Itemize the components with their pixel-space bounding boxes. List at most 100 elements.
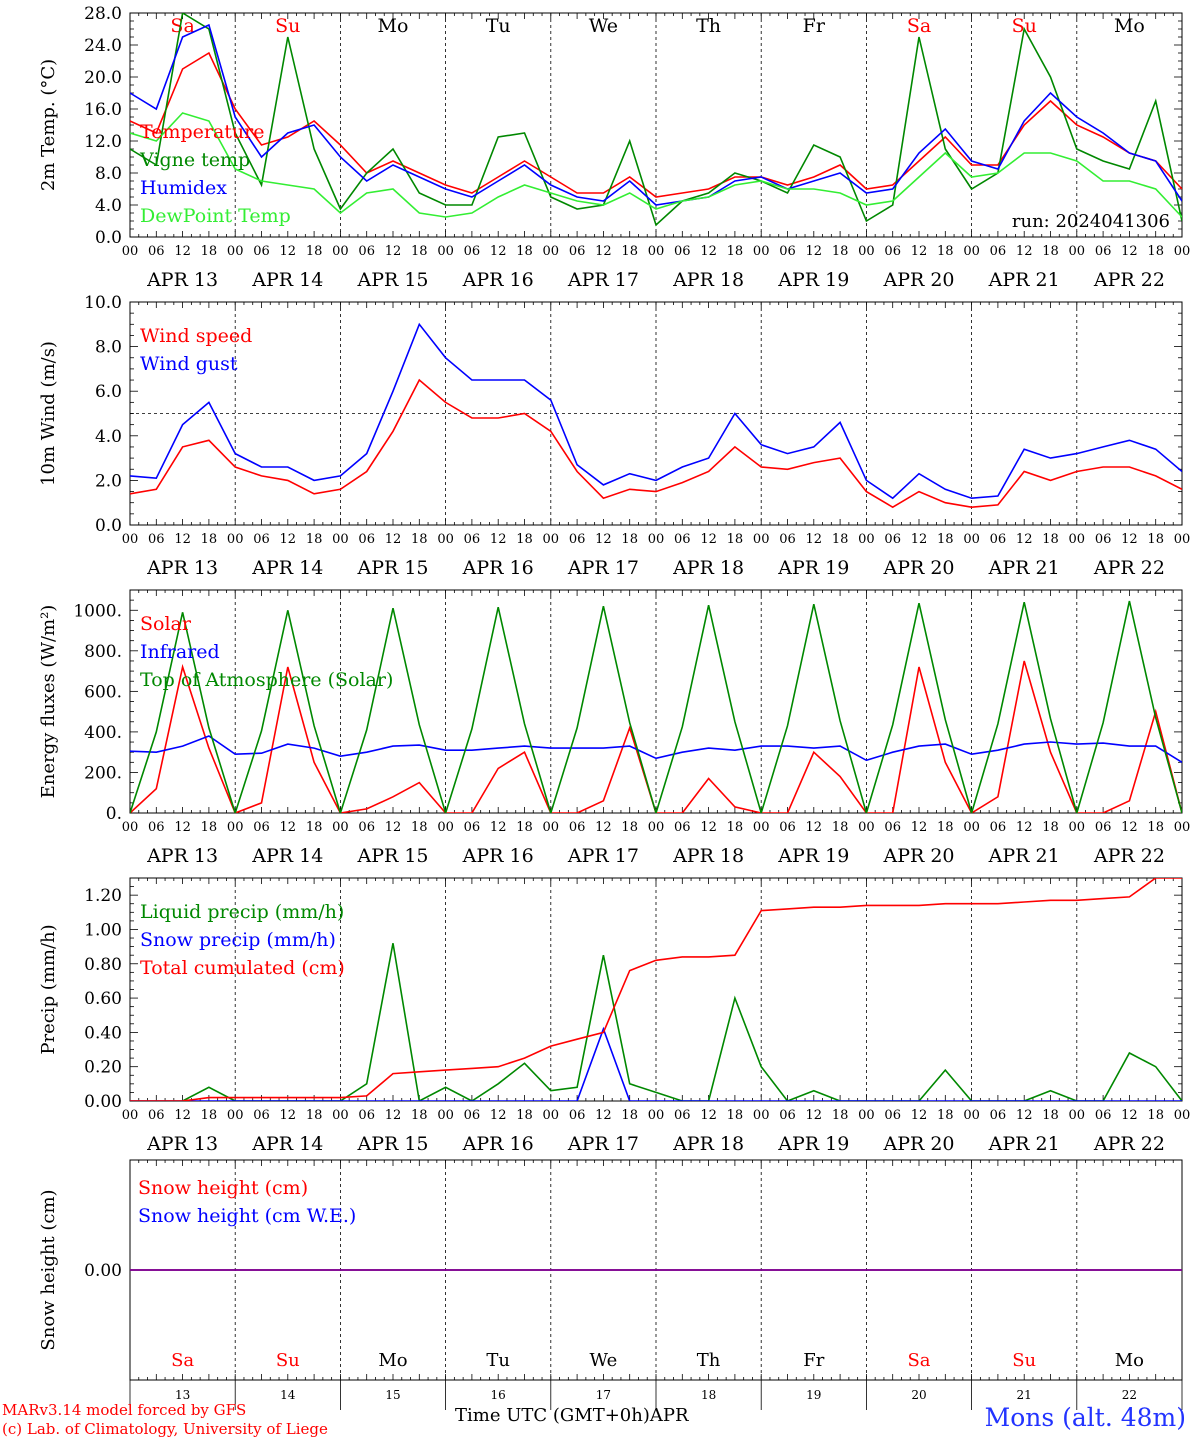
day-number-label: 21 xyxy=(1017,1388,1032,1402)
day-name-label: Sa xyxy=(170,15,194,37)
hour-tick-label: 12 xyxy=(1016,1108,1033,1123)
hour-tick-label: 00 xyxy=(332,1108,349,1123)
hour-tick-label: 18 xyxy=(727,1108,744,1123)
y-tick-label: 600. xyxy=(84,682,122,702)
day-name-label: Mo xyxy=(1114,15,1145,37)
y-tick-label: 0.0 xyxy=(95,228,122,248)
date-label: APR 14 xyxy=(251,845,323,867)
hour-tick-label: 18 xyxy=(937,1108,954,1123)
hour-tick-label: 12 xyxy=(1121,532,1138,547)
station-name: Mons (alt. 48m) xyxy=(984,1403,1186,1432)
hour-tick-label: 18 xyxy=(306,820,323,835)
hour-tick-label: 06 xyxy=(253,244,270,259)
day-number-label: 18 xyxy=(701,1388,716,1402)
hour-tick-label: 12 xyxy=(806,532,823,547)
hour-tick-label: 00 xyxy=(543,244,560,259)
date-label: APR 21 xyxy=(988,845,1060,867)
hour-tick-label: 18 xyxy=(411,244,428,259)
hour-tick-label: 06 xyxy=(779,532,796,547)
hour-tick-label: 06 xyxy=(1095,1108,1112,1123)
series-line xyxy=(130,600,1182,813)
hour-tick-label: 06 xyxy=(674,1108,691,1123)
hour-tick-label: 06 xyxy=(884,820,901,835)
hour-tick-label: 00 xyxy=(858,244,875,259)
date-label: APR 21 xyxy=(988,1133,1060,1155)
y-tick-label: 20.0 xyxy=(84,68,122,88)
panel-5: 0.00 Snow height (cm) Snow height (cm) Snow… xyxy=(38,1159,1183,1410)
hour-tick-label: 00 xyxy=(1174,1108,1191,1123)
hour-tick-label: 00 xyxy=(122,820,139,835)
y-tick-label: 24.0 xyxy=(84,36,122,56)
hour-tick-label: 12 xyxy=(280,1108,297,1123)
hour-tick-label: 00 xyxy=(753,532,770,547)
day-number-label: 15 xyxy=(385,1388,400,1402)
hour-tick-label: 06 xyxy=(358,532,375,547)
hour-tick-label: 06 xyxy=(148,1108,165,1123)
hour-tick-label: 12 xyxy=(595,532,612,547)
hour-tick-label: 06 xyxy=(464,532,481,547)
hour-tick-label: 06 xyxy=(990,1108,1007,1123)
hour-tick-label: 06 xyxy=(884,532,901,547)
date-label: APR 15 xyxy=(356,269,428,291)
hour-tick-label: 00 xyxy=(1174,532,1191,547)
hour-tick-label: 12 xyxy=(490,1108,507,1123)
hour-tick-label: 00 xyxy=(543,1108,560,1123)
hour-tick-label: 18 xyxy=(832,1108,849,1123)
hour-tick-label: 18 xyxy=(727,532,744,547)
series-line xyxy=(130,13,1182,227)
legend-entry: Infrared xyxy=(140,641,220,663)
legend-entry: DewPoint Temp xyxy=(140,205,291,227)
hour-tick-label: 00 xyxy=(1069,820,1086,835)
hour-tick-label: 18 xyxy=(937,820,954,835)
day-name-label: Th xyxy=(696,15,721,37)
plot-frame xyxy=(129,589,1183,814)
series-line xyxy=(130,112,1182,218)
hour-tick-label: 00 xyxy=(1069,244,1086,259)
y-tick-label: 0.00 xyxy=(84,1092,122,1112)
y-tick-label: 0.20 xyxy=(84,1058,122,1078)
date-label: APR 15 xyxy=(356,557,428,579)
hour-tick-label: 12 xyxy=(595,820,612,835)
date-label: APR 22 xyxy=(1093,1133,1165,1155)
hour-tick-label: 00 xyxy=(437,1108,454,1123)
legend-entry: Snow precip (mm/h) xyxy=(140,929,336,951)
y-tick-label: 0.0 xyxy=(95,516,122,536)
y-axis-label: 10m Wind (m/s) xyxy=(38,341,59,486)
hour-tick-label: 12 xyxy=(1016,244,1033,259)
hour-tick-label: 18 xyxy=(306,1108,323,1123)
hour-tick-label: 12 xyxy=(385,532,402,547)
hour-tick-label: 06 xyxy=(990,532,1007,547)
hour-tick-label: 00 xyxy=(227,532,244,547)
hour-tick-label: 18 xyxy=(306,244,323,259)
date-label: APR 13 xyxy=(146,269,218,291)
date-label: APR 17 xyxy=(567,557,639,579)
date-label: APR 22 xyxy=(1093,269,1165,291)
y-tick-label: 2.0 xyxy=(95,471,122,491)
date-label: APR 18 xyxy=(672,557,744,579)
hour-tick-label: 00 xyxy=(227,244,244,259)
hour-tick-label: 06 xyxy=(884,244,901,259)
date-label: APR 15 xyxy=(356,845,428,867)
hour-tick-label: 06 xyxy=(253,820,270,835)
hour-tick-label: 06 xyxy=(990,244,1007,259)
hour-tick-label: 06 xyxy=(569,820,586,835)
hour-tick-label: 12 xyxy=(806,244,823,259)
date-label: APR 16 xyxy=(462,845,534,867)
day-number-label: 17 xyxy=(596,1388,611,1402)
hour-tick-label: 12 xyxy=(806,820,823,835)
day-name-label: Tu xyxy=(486,15,511,37)
hour-tick-label: 00 xyxy=(858,820,875,835)
hour-tick-label: 00 xyxy=(858,1108,875,1123)
y-tick-label: 1000. xyxy=(73,601,122,621)
legend-entry: Snow height (cm) xyxy=(138,1177,308,1199)
day-name-label: Tu xyxy=(486,1350,510,1371)
hour-tick-label: 12 xyxy=(806,1108,823,1123)
hour-tick-label: 00 xyxy=(1174,244,1191,259)
y-axis-label: 2m Temp. (°C) xyxy=(38,59,59,191)
hour-tick-label: 12 xyxy=(280,244,297,259)
hour-tick-label: 12 xyxy=(385,820,402,835)
y-tick-label: 28.0 xyxy=(84,4,122,24)
y-tick-label: 0.40 xyxy=(84,1023,122,1043)
hour-tick-label: 18 xyxy=(621,244,638,259)
hour-tick-label: 06 xyxy=(148,820,165,835)
